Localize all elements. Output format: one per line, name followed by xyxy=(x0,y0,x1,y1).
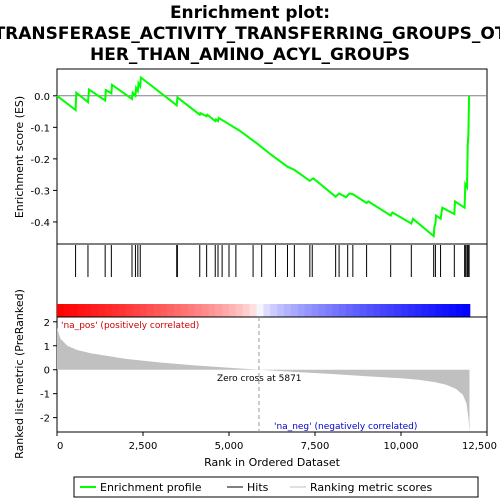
rank-bar-segment xyxy=(256,304,264,317)
rank-bar-segment xyxy=(270,304,278,317)
rank-bar-segment xyxy=(132,304,141,317)
rank-bar-segment xyxy=(345,304,354,317)
x-tick-label: 5,000 xyxy=(215,441,244,452)
x-axis-label: Rank in Ordered Dataset xyxy=(204,456,341,469)
rank-bar-segment xyxy=(249,304,258,317)
chart-title-line-2: TRANSFERASE_ACTIVITY_TRANSFERRING_GROUPS… xyxy=(0,24,500,44)
rank-bar-segment xyxy=(242,304,251,317)
rank-bar-segment xyxy=(277,304,285,317)
na-neg-label: 'na_neg' (negatively correlated) xyxy=(274,422,417,432)
rank-bar-segment xyxy=(325,304,333,317)
es-tick-label: -0.3 xyxy=(30,186,50,197)
rank-bar-segment xyxy=(180,304,189,317)
rank-bar-segment xyxy=(167,304,175,317)
rank-bar-segment xyxy=(194,304,202,317)
metric-panel: 2 1 0 -1 -2 'na_pos' (positively correlated) '… xyxy=(40,317,470,432)
rank-bar-segment xyxy=(380,304,388,317)
rank-bar-segment xyxy=(449,304,457,317)
rank-bar-segment xyxy=(428,304,436,317)
rank-bar-segment xyxy=(63,304,72,317)
rank-bar-segment xyxy=(153,304,161,317)
legend-profile-label: Enrichment profile xyxy=(100,481,202,494)
rank-bar-segment xyxy=(229,304,237,317)
rank-bar-segment xyxy=(139,304,147,317)
rank-bar-segment xyxy=(98,304,106,317)
rank-bar-segment xyxy=(332,304,340,317)
rank-bar-segment xyxy=(105,304,113,317)
rank-bar-segment xyxy=(284,304,292,317)
rank-bar-segment xyxy=(125,304,134,317)
legend-hits-label: Hits xyxy=(247,481,269,494)
es-panel: 0.0 -0.1 -0.2 -0.3 -0.4 xyxy=(30,75,487,239)
metric-tick-label: -2 xyxy=(40,414,50,425)
legend-box xyxy=(73,476,479,498)
rank-bar-segment xyxy=(394,304,402,317)
rank-bar-segment xyxy=(435,304,443,317)
rank-bar-segment xyxy=(112,304,120,317)
es-tick-label: -0.2 xyxy=(30,155,50,166)
rank-bar-segment xyxy=(359,304,368,317)
x-tick-label: 12,500 xyxy=(462,441,497,452)
hits-panel xyxy=(57,245,471,317)
rank-bar-segment xyxy=(77,304,86,317)
metric-tick-label: 1 xyxy=(44,342,50,353)
rank-bar-segment xyxy=(208,304,216,317)
rank-bar-segment xyxy=(215,304,223,317)
rank-bar-segment xyxy=(91,304,99,317)
es-tick-label: -0.1 xyxy=(30,123,50,134)
es-axis-label: Enrichment score (ES) xyxy=(13,96,26,218)
legend-metric-label: Ranking metric scores xyxy=(310,481,432,494)
x-tick-label: 7,500 xyxy=(301,441,330,452)
rank-bar-segment xyxy=(462,304,471,317)
rank-bar-segment xyxy=(118,304,127,317)
rank-bar-segment xyxy=(146,304,154,317)
chart-title-line-3: HER_THAN_AMINO_ACYL_GROUPS xyxy=(90,45,410,65)
es-tick-label: 0.0 xyxy=(34,92,50,103)
es-tick-label: -0.4 xyxy=(30,218,50,229)
rank-bar-segment xyxy=(201,304,209,317)
rank-bar-segment xyxy=(318,304,326,317)
x-tick-label: 10,000 xyxy=(384,441,419,452)
rank-bar-segment xyxy=(304,304,313,317)
rank-bar-segment xyxy=(235,304,244,317)
metric-axis-label: Ranked list metric (PreRanked) xyxy=(13,289,26,459)
rank-bar-segment xyxy=(290,304,299,317)
rank-bar-segment xyxy=(442,304,450,317)
rank-bar-segment xyxy=(366,304,374,317)
metric-panel-frame xyxy=(56,316,488,433)
rank-bar-segment xyxy=(297,304,306,317)
metric-tick-label: -1 xyxy=(40,390,50,401)
chart-title-line-1: Enrichment plot: xyxy=(170,3,330,23)
na-pos-label: 'na_pos' (positively correlated) xyxy=(61,321,199,331)
rank-bar-segment xyxy=(84,304,92,317)
rank-bar-segment xyxy=(70,304,79,317)
rank-bar-segment xyxy=(311,304,319,317)
rank-bar-segment xyxy=(373,304,381,317)
es-profile-line xyxy=(56,75,471,239)
x-tick-label: 0 xyxy=(57,441,63,452)
zero-cross-label: Zero cross at 5871 xyxy=(217,374,302,384)
rank-bar-segment xyxy=(456,304,464,317)
rank-bar-segment xyxy=(222,304,230,317)
rank-bar-segment xyxy=(352,304,361,317)
metric-tick-label: 2 xyxy=(44,318,50,329)
rank-bar-segment xyxy=(421,304,430,317)
x-axis-ticks: 0 2,500 5,000 7,500 10,000 12,500 xyxy=(56,432,497,452)
rank-bar-segment xyxy=(263,304,271,317)
rank-bar-segment xyxy=(401,304,409,317)
rank-bar-segment xyxy=(407,304,416,317)
metric-tick-label: 0 xyxy=(44,366,50,377)
x-tick-label: 2,500 xyxy=(129,441,158,452)
rank-bar-segment xyxy=(57,304,65,317)
rank-bar-segment xyxy=(187,304,196,317)
rank-bar-segment xyxy=(173,304,182,317)
rank-bar-segment xyxy=(160,304,168,317)
rank-bar-segment xyxy=(339,304,347,317)
rank-bar-segment xyxy=(387,304,395,317)
rank-bar-segment xyxy=(414,304,423,317)
